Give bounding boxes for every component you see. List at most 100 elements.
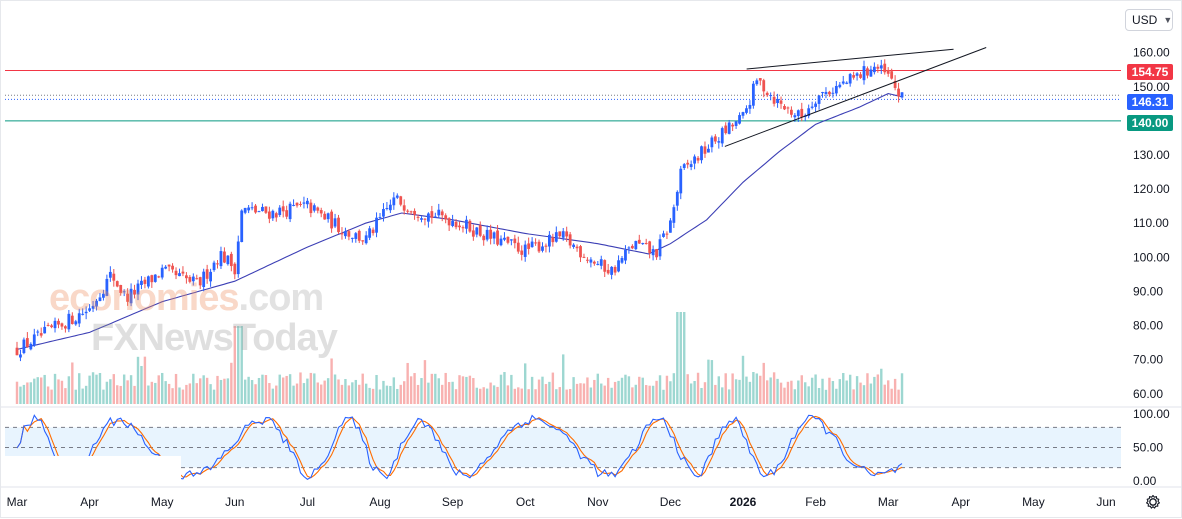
candle-body xyxy=(95,300,98,307)
settings-button[interactable] xyxy=(1143,492,1163,512)
volume-bar xyxy=(403,381,406,404)
volume-bar xyxy=(828,377,831,404)
volume-bar xyxy=(503,372,506,404)
volume-bar xyxy=(672,373,676,404)
currency-select[interactable]: USD ▼ xyxy=(1125,9,1173,31)
candle-body xyxy=(665,233,669,235)
volume-bar xyxy=(638,376,641,404)
candle-body xyxy=(548,234,551,247)
level-tag-140-00: 140.00 xyxy=(1127,115,1173,131)
oscillator-tick-label: 50.00 xyxy=(1133,441,1163,455)
volume-bar xyxy=(634,384,638,404)
volume-bar xyxy=(205,377,209,404)
candle-body xyxy=(637,239,641,244)
x-axis-label: Mar xyxy=(878,495,899,509)
volume-bar xyxy=(268,383,271,404)
volume-bar xyxy=(530,376,534,404)
x-axis-label: Nov xyxy=(587,495,608,509)
candle-body xyxy=(651,249,655,256)
volume-bar xyxy=(46,386,50,404)
candle-body xyxy=(433,216,437,218)
candle-body xyxy=(205,269,209,279)
candle-body xyxy=(340,233,344,235)
candle-body xyxy=(416,216,420,218)
watermark-economies: economies.com xyxy=(49,277,324,319)
candle-body xyxy=(727,122,731,134)
volume-bar xyxy=(676,312,679,404)
candle-body xyxy=(108,271,112,278)
candle-body xyxy=(357,230,361,241)
volume-bar xyxy=(271,388,275,404)
volume-bar xyxy=(658,375,662,404)
volume-bar xyxy=(734,379,738,404)
candle-body xyxy=(22,339,26,354)
candle-body xyxy=(140,280,143,285)
volume-bar xyxy=(430,373,434,404)
candle-body xyxy=(866,68,869,76)
candle-body xyxy=(890,71,894,79)
candle-body xyxy=(326,213,330,220)
candle-body xyxy=(793,115,797,118)
volume-bar xyxy=(669,381,672,404)
candle-body xyxy=(126,293,130,302)
candle-body xyxy=(39,333,43,336)
candle-body xyxy=(617,260,620,272)
volume-bar xyxy=(790,380,793,404)
volume-bar xyxy=(707,359,710,404)
candle-body xyxy=(102,293,105,298)
volume-bar xyxy=(292,385,295,404)
candle-body xyxy=(409,211,413,213)
volume-bar xyxy=(409,376,413,404)
candle-body xyxy=(613,267,617,273)
candle-body xyxy=(112,273,116,281)
candle-body xyxy=(423,218,427,220)
volume-bar xyxy=(116,385,119,404)
volume-bar xyxy=(161,372,164,404)
candle-body xyxy=(88,308,91,311)
candle-body xyxy=(796,110,800,117)
volume-bar xyxy=(551,372,555,404)
volume-bar xyxy=(451,381,454,404)
candle-body xyxy=(596,263,600,265)
candle-body xyxy=(247,207,251,211)
candle-body xyxy=(520,250,524,255)
candle-body xyxy=(817,95,821,104)
volume-bar xyxy=(876,374,880,404)
volume-bar xyxy=(568,388,572,404)
x-axis-label: Jun xyxy=(225,495,244,509)
candle-body xyxy=(530,241,534,248)
x-axis-label: May xyxy=(1022,495,1045,509)
candle-body xyxy=(64,326,67,329)
volume-bar xyxy=(544,384,548,404)
candle-body xyxy=(852,75,856,78)
candle-body xyxy=(292,204,295,206)
candle-body xyxy=(717,141,721,143)
candle-body xyxy=(620,258,624,263)
volume-bar xyxy=(154,382,157,404)
candle-body xyxy=(226,255,230,265)
volume-bar xyxy=(541,376,544,404)
candle-body xyxy=(185,275,188,279)
volume-bar xyxy=(302,383,306,404)
candle-body xyxy=(288,203,292,220)
volume-bar xyxy=(237,326,240,404)
candle-body xyxy=(195,278,199,280)
volume-bar xyxy=(368,387,371,404)
volume-bar xyxy=(67,376,71,404)
volume-bar xyxy=(375,374,378,404)
candle-body xyxy=(482,235,486,241)
candle-body xyxy=(274,213,278,218)
volume-bar xyxy=(738,379,741,404)
volume-bar xyxy=(759,375,762,404)
candle-body xyxy=(503,237,506,240)
volume-bar xyxy=(147,385,150,404)
candle-body xyxy=(299,203,302,205)
volume-bar xyxy=(105,381,109,404)
candle-body xyxy=(810,106,814,108)
volume-bar xyxy=(278,374,281,404)
volume-bar xyxy=(81,388,84,404)
volume-bar xyxy=(645,385,648,404)
candle-body xyxy=(461,227,465,229)
